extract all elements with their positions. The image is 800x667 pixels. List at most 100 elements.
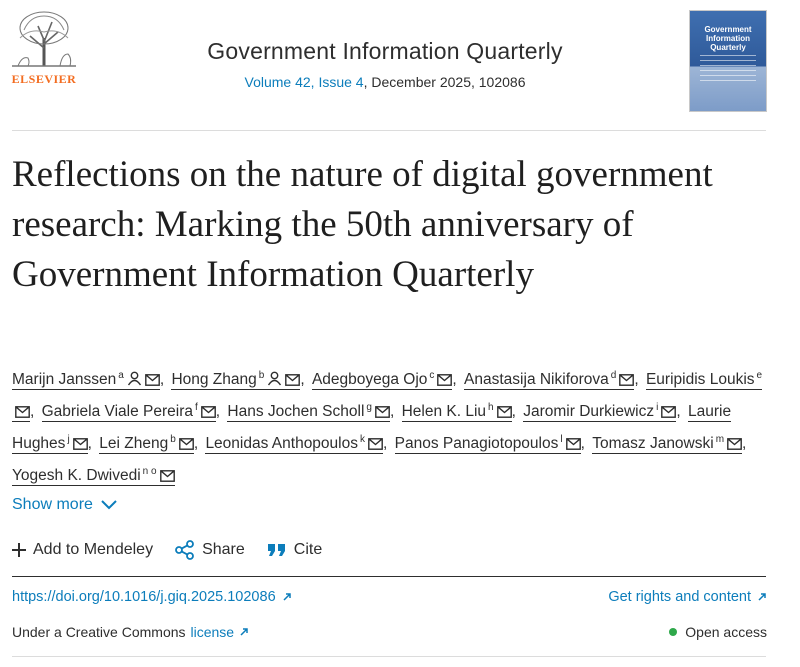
author-name: Lei Zheng [99,435,169,452]
affiliation-marker: g [366,402,372,413]
header-divider [12,130,766,131]
author-separator: , [634,371,643,388]
open-access-label: Open access [685,624,767,640]
mail-icon [176,435,194,452]
affiliation-marker: e [756,370,763,381]
affiliation-marker: m [715,434,725,445]
rights-link[interactable]: Get rights and content [608,589,767,605]
author-name: Hans Jochen Scholl [227,403,365,420]
affiliation-marker: n o [142,466,157,477]
rights-text: Get rights and content [608,589,751,605]
issue-line: Volume 42, Issue 4, December 2025, 10208… [100,74,670,90]
author-separator: , [87,435,97,452]
chevron-down-icon [101,500,117,510]
actions-divider [12,576,766,577]
person-icon [124,371,142,388]
author-separator: , [193,435,203,452]
mail-icon [198,403,216,420]
author-name: Euripidis Loukis [645,371,755,388]
author-name: Jaromir Durkiewicz [523,403,655,420]
share-label: Share [202,541,245,558]
mail-icon [157,467,175,484]
article-title: Reflections on the nature of digital gov… [12,154,713,295]
affiliation-marker: l [560,434,563,445]
cite-button[interactable]: Cite [267,540,322,560]
doi-text: https://doi.org/10.1016/j.giq.2025.10208… [12,589,276,605]
author-separator: , [383,435,392,452]
affiliation-marker: j [67,434,70,445]
volume-issue-link[interactable]: Volume 42, Issue 4 [244,74,364,90]
author-link[interactable]: Marijn Janssen a [12,370,160,390]
add-to-mendeley-button[interactable]: Add to Mendeley [12,540,153,560]
author-link[interactable]: Lei Zheng b [99,434,194,454]
license-prefix: Under a Creative Commons [12,624,186,640]
author-separator: , [742,435,747,452]
affiliation-marker: d [610,370,617,381]
external-link-icon [283,593,291,601]
cover-title: Government Information Quarterly [704,25,752,52]
share-icon [175,540,194,560]
author-separator: , [452,371,462,388]
mail-icon [70,435,88,452]
author-separator: , [580,435,590,452]
author-link[interactable]: Jaromir Durkiewicz i [523,402,677,422]
author-link[interactable]: Laurie Hughes j [12,403,732,454]
journal-cover-image[interactable]: Government Information Quarterly [690,11,766,111]
author-link[interactable]: Hong Zhang b [171,370,301,390]
author-link[interactable]: Adegboyega Ojo c [311,370,453,390]
author-list: Marijn Janssen a, Hong Zhang b, Adegboyega… [12,362,772,490]
mail-icon [658,403,677,420]
license-link[interactable]: license [190,624,235,640]
mail-icon [12,403,30,420]
quote-icon [267,544,285,556]
external-link-icon [758,593,766,601]
author-name: Adegboyega Ojo [311,371,428,388]
author-name: Hong Zhang [171,371,257,388]
author-name: Anastasija Nikiforova [464,371,609,388]
author-link[interactable]: Anastasija Nikiforova d [464,370,635,390]
author-name: Leonidas Anthopoulos [205,435,358,452]
cover-decoration [700,55,756,85]
author-separator: , [215,403,225,420]
share-button[interactable]: Share [175,540,245,560]
author-link[interactable]: Tomasz Janowski m [592,434,743,454]
author-name: Laurie Hughes [12,403,732,452]
author-link[interactable]: Gabriela Viale Pereira f [41,402,216,422]
journal-title[interactable]: Government Information Quarterly [207,38,563,64]
author-separator: , [159,371,169,388]
author-link[interactable]: Panos Panagiotopoulos l [394,434,581,454]
open-access-dot-icon [669,628,678,636]
open-access-badge: Open access [669,624,767,640]
author-link[interactable]: Yogesh K. Dwivedi n o [12,466,175,486]
affiliation-marker: c [429,370,435,381]
author-link[interactable]: Leonidas Anthopoulos k [205,434,383,454]
author-name: Panos Panagiotopoulos [394,435,559,452]
author-separator: , [511,403,521,420]
cite-label: Cite [293,541,323,558]
author-name: Tomasz Janowski [592,435,714,452]
author-name: Helen K. Liu [401,403,487,420]
author-separator: , [30,403,39,420]
plus-icon [12,543,26,557]
author-link[interactable]: Hans Jochen Scholl g [227,402,390,422]
mail-icon [494,403,512,420]
issue-date: , December 2025, 102086 [363,74,526,90]
author-name: Yogesh K. Dwivedi [12,467,141,484]
show-more-button[interactable]: Show more [12,496,117,514]
affiliation-marker: b [170,434,176,445]
author-link[interactable]: Helen K. Liu h [401,402,512,422]
publisher-name: ELSEVIER [11,72,77,86]
elsevier-logo[interactable]: ELSEVIER [8,8,80,90]
author-link[interactable]: Euripidis Loukis e [12,370,763,422]
author-separator: , [676,403,685,420]
doi-link[interactable]: https://doi.org/10.1016/j.giq.2025.10208… [12,589,292,605]
author-separator: , [300,371,309,388]
license-line: Under a Creative Commons license [12,624,249,640]
affiliation-marker: a [118,370,124,381]
affiliation-marker: h [488,402,494,413]
mail-icon [365,435,383,452]
external-link-icon [240,628,248,636]
footer-divider [12,656,766,657]
mail-icon [616,371,635,388]
author-separator: , [389,403,399,420]
